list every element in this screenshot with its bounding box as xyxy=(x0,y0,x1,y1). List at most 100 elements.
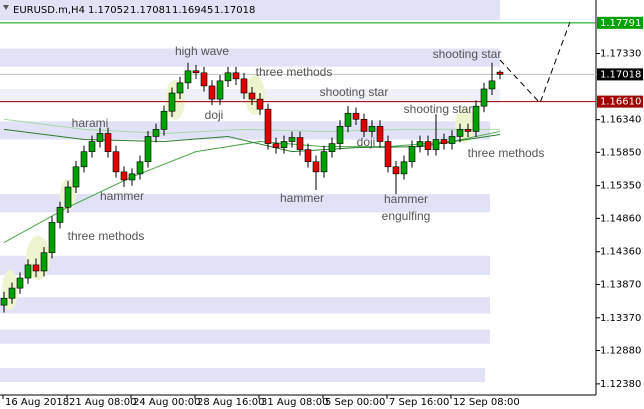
candle-body xyxy=(152,129,160,137)
annotation: harami xyxy=(72,116,109,130)
candle-body xyxy=(280,141,288,148)
ohlc-close: 1.17018 xyxy=(214,5,255,16)
annotation: high wave xyxy=(175,44,229,58)
candle-body xyxy=(48,222,56,254)
candle-body xyxy=(440,139,448,144)
y-tick-label: 1.15850 xyxy=(600,147,641,158)
price-box xyxy=(597,95,643,108)
candle-body xyxy=(424,141,432,150)
x-tick-label: 21 Aug 08:00 xyxy=(69,397,136,408)
candle-body xyxy=(32,264,40,272)
x-tick-label: 28 Aug 16:00 xyxy=(197,397,264,408)
candle-body xyxy=(400,161,408,175)
candle-body xyxy=(240,78,248,94)
annotation: doji xyxy=(357,135,376,149)
candle-body xyxy=(408,145,416,163)
candle-body xyxy=(136,161,144,175)
candle-body xyxy=(288,137,296,142)
annotation: three methods xyxy=(468,146,545,160)
projection xyxy=(499,21,571,104)
candle-body xyxy=(184,70,192,84)
candle-body xyxy=(80,151,88,168)
zone xyxy=(0,297,490,314)
price-label: 1.17791 xyxy=(600,18,641,29)
zone xyxy=(0,255,490,275)
ohlc-high: 1.17081 xyxy=(130,5,171,16)
candle-body xyxy=(264,108,272,144)
candle-body xyxy=(176,82,184,94)
candle-body xyxy=(24,264,32,279)
symbol: EURUSD.m,H4 xyxy=(13,5,85,16)
candle-body xyxy=(40,252,48,272)
candle-body xyxy=(464,129,472,132)
annotation: hammer xyxy=(384,192,428,206)
candle-body xyxy=(296,137,304,150)
price-label: 1.17018 xyxy=(600,69,641,80)
moving-average xyxy=(3,118,500,134)
candle-body xyxy=(232,72,240,80)
x-tick-label: 16 Aug 2018 xyxy=(5,397,69,408)
zone xyxy=(0,0,500,21)
candle-body xyxy=(160,110,168,130)
candle-body xyxy=(96,133,104,142)
candle-body xyxy=(456,129,464,137)
y-tick-label: 1.17330 xyxy=(600,49,641,60)
y-tick-label: 1.14860 xyxy=(600,213,641,224)
annotation: shooting star xyxy=(404,102,473,116)
candle-body xyxy=(16,277,24,289)
candle-body xyxy=(416,141,424,147)
price-box xyxy=(597,16,643,29)
candle-body xyxy=(144,136,152,163)
zone xyxy=(0,329,490,344)
zone xyxy=(0,48,500,67)
x-tick-label: 31 Aug 08:00 xyxy=(261,397,328,408)
annotation: shooting star xyxy=(320,85,389,99)
candle-body xyxy=(480,88,488,107)
candle-body xyxy=(432,139,440,150)
candle-body xyxy=(376,126,384,142)
y-tick-label: 1.12380 xyxy=(600,379,641,390)
y-tick-label: 1.16340 xyxy=(600,115,641,126)
candle-body xyxy=(248,92,256,100)
candle-body xyxy=(72,166,80,188)
candle-body xyxy=(192,70,200,74)
y-tick-label: 1.13370 xyxy=(600,313,641,324)
ohlc-open: 1.17052 xyxy=(88,5,129,16)
zone xyxy=(0,194,490,213)
y-tick-label: 1.14360 xyxy=(600,247,641,258)
candle-body xyxy=(208,85,216,100)
candle-body xyxy=(128,173,136,181)
price-label: 1.16610 xyxy=(600,97,641,108)
x-tick-label: 5 Sep 00:00 xyxy=(325,397,385,408)
candle-body xyxy=(8,287,16,299)
y-tick-label: 1.12880 xyxy=(600,345,641,356)
candle-body xyxy=(88,141,96,152)
annotation: shooting star xyxy=(433,47,502,61)
x-tick-label: 24 Aug 00:00 xyxy=(133,397,200,408)
candle-body xyxy=(392,166,400,175)
y-tick-label: 1.13870 xyxy=(600,279,641,290)
candle-body xyxy=(320,151,328,173)
candle-body xyxy=(384,141,392,168)
candle-body xyxy=(0,297,8,306)
candle-body xyxy=(496,71,504,75)
candle-body xyxy=(104,133,112,152)
header-icon xyxy=(3,5,9,10)
zone xyxy=(0,367,485,383)
candle-body xyxy=(472,105,480,132)
candle-body xyxy=(304,149,312,163)
candle-body xyxy=(216,80,224,100)
annotation: engulfing xyxy=(382,209,431,223)
candle-body xyxy=(224,72,232,82)
candle-body xyxy=(56,206,64,223)
annotation: three methods xyxy=(256,65,333,79)
candle-body xyxy=(312,161,320,173)
candle-body xyxy=(336,126,344,144)
candle-body xyxy=(112,151,120,173)
y-tick-label: 1.15350 xyxy=(600,181,641,192)
candle-body xyxy=(120,171,128,181)
candle-body xyxy=(368,126,376,132)
annotation: hammer xyxy=(280,191,324,205)
x-tick-label: 7 Sep 16:00 xyxy=(389,397,449,408)
